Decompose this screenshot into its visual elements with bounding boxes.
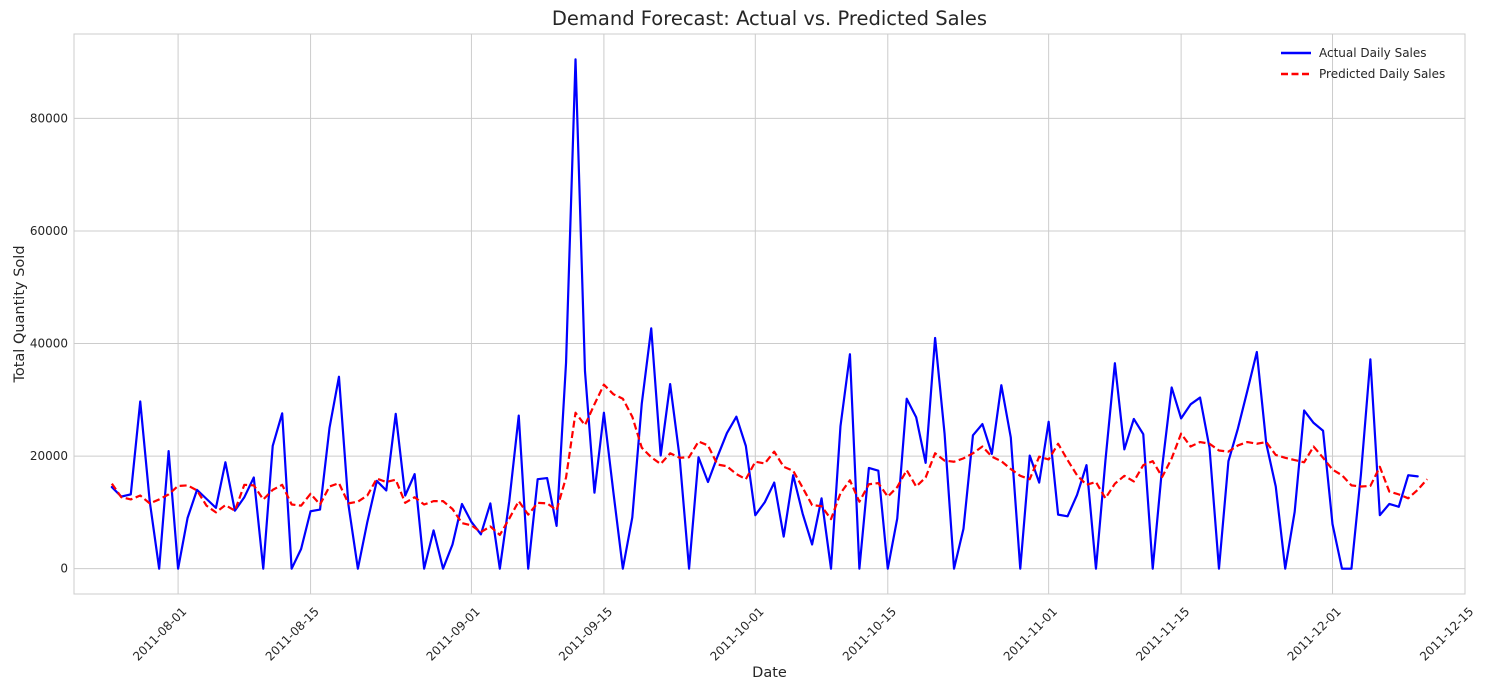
plot-frame <box>73 33 1466 595</box>
legend: Actual Daily Sales Predicted Daily Sales <box>1281 46 1445 81</box>
y-tick-labels: 0 20000 40000 60000 80000 <box>30 111 68 575</box>
y-tick-label: 0 <box>60 562 68 576</box>
y-tick-label: 40000 <box>30 337 68 351</box>
legend-predicted-label: Predicted Daily Sales <box>1319 67 1445 81</box>
y-tick-label: 20000 <box>30 449 68 463</box>
y-tick-label: 80000 <box>30 111 68 125</box>
y-tick-label: 60000 <box>30 224 68 238</box>
series-layer <box>110 58 1428 570</box>
grid-lines <box>74 34 1466 594</box>
x-axis-label: Date <box>752 665 787 681</box>
legend-actual-label: Actual Daily Sales <box>1319 46 1427 60</box>
actual-sales-line <box>110 58 1419 570</box>
chart-title: Demand Forecast: Actual vs. Predicted Sa… <box>552 7 987 30</box>
y-axis-label: Total Quantity Sold <box>12 245 28 383</box>
predicted-sales-line <box>110 383 1428 537</box>
